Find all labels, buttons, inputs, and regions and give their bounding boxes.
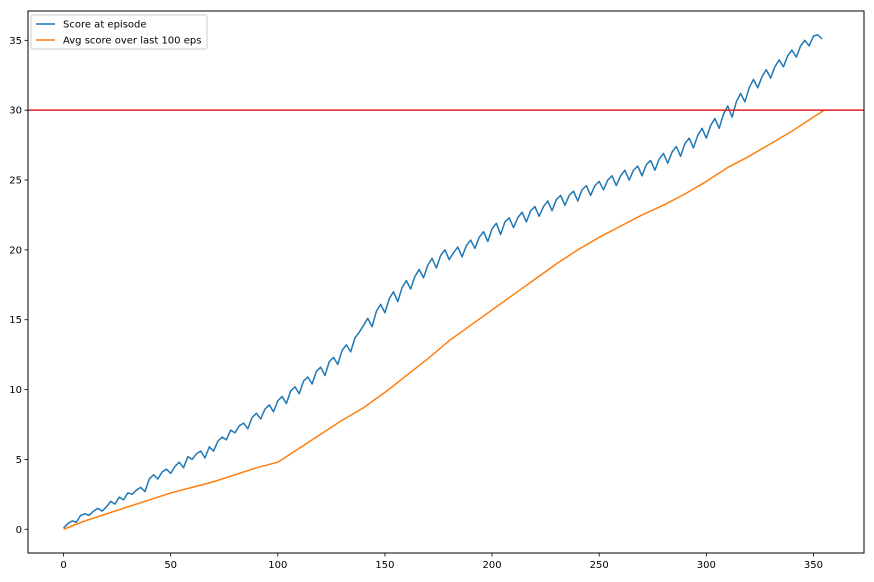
y-tick-label: 0 <box>16 525 22 536</box>
y-axis-ticks: 0 5 10 15 20 25 30 35 <box>9 36 28 536</box>
y-tick-label: 20 <box>9 245 22 256</box>
legend-label-avg-score: Avg score over last 100 eps <box>63 36 201 47</box>
x-tick-label: 50 <box>164 560 177 571</box>
y-tick-label: 25 <box>9 176 22 187</box>
avg-score-line <box>63 109 825 530</box>
x-tick-label: 100 <box>268 560 287 571</box>
x-tick-label: 200 <box>483 560 502 571</box>
plot-frame <box>27 10 865 554</box>
y-tick-label: 35 <box>9 36 22 47</box>
score-at-episode-line <box>63 34 823 529</box>
series-layer <box>28 34 864 530</box>
y-tick-label: 10 <box>9 385 22 396</box>
x-tick-label: 150 <box>375 560 394 571</box>
x-axis-ticks: 0 50 100 150 200 250 300 350 <box>60 553 823 571</box>
x-tick-label: 300 <box>697 560 716 571</box>
y-tick-label: 30 <box>9 106 22 117</box>
legend: Score at episode Avg score over last 100… <box>30 14 208 50</box>
x-tick-label: 250 <box>590 560 609 571</box>
y-tick-label: 5 <box>16 455 22 466</box>
x-tick-label: 0 <box>60 560 66 571</box>
x-tick-label: 350 <box>804 560 823 571</box>
y-tick-label: 15 <box>9 315 22 326</box>
legend-box <box>30 14 208 50</box>
legend-label-score-at-episode: Score at episode <box>63 20 147 31</box>
